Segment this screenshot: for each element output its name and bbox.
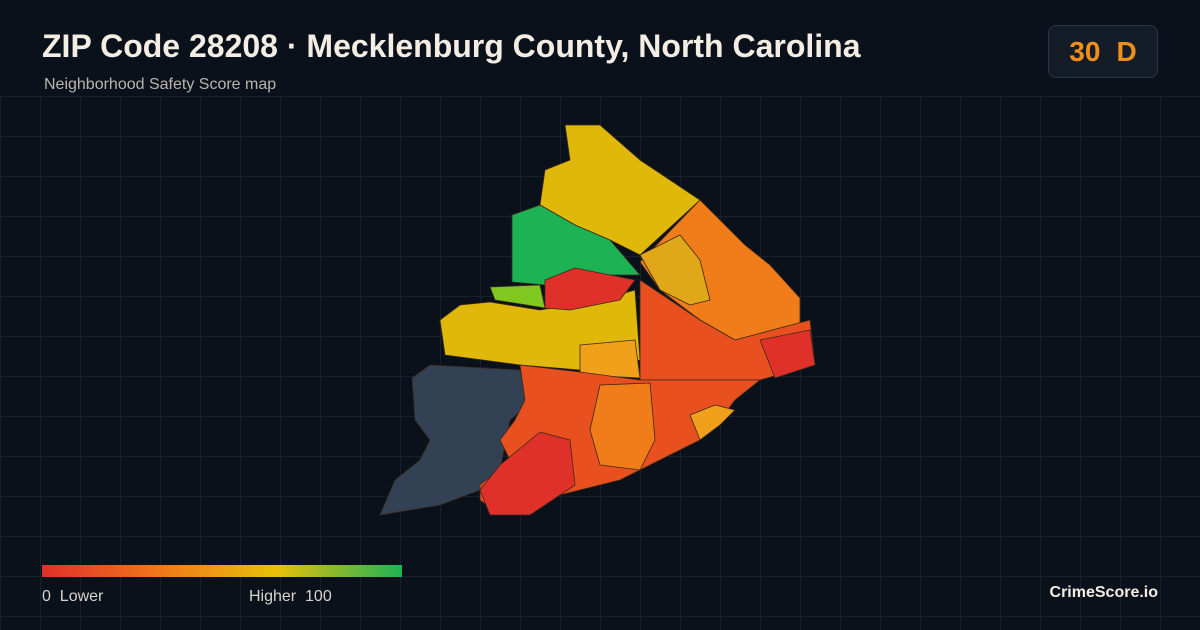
- region: [511, 204, 641, 286]
- legend-gradient: [42, 565, 402, 577]
- region: [689, 404, 736, 441]
- region: [479, 431, 576, 516]
- region: [579, 339, 641, 379]
- legend-min: 0: [42, 588, 51, 605]
- subtitle: Neighborhood Safety Score map: [44, 76, 277, 93]
- score-grade: D: [1116, 35, 1137, 67]
- region: [544, 267, 636, 311]
- score-badge: 30 D: [1048, 25, 1158, 78]
- legend-low: 0 Lower: [42, 588, 103, 606]
- legend-max-label: Higher: [249, 588, 297, 605]
- score-value: 30: [1069, 35, 1101, 67]
- legend-min-label: Lower: [59, 588, 104, 605]
- brand: CrimeScore.io: [1049, 584, 1158, 601]
- title: ZIP Code 28208 · Mecklenburg County, Nor…: [42, 28, 861, 64]
- legend-high: Higher 100: [249, 588, 332, 606]
- region: [639, 234, 711, 306]
- region: [589, 382, 656, 471]
- legend-max: 100: [305, 588, 332, 605]
- region: [759, 329, 816, 379]
